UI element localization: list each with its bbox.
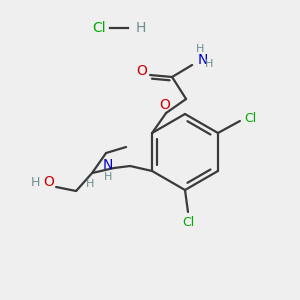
- Text: Cl: Cl: [244, 112, 256, 125]
- Text: H: H: [136, 21, 146, 35]
- Text: N: N: [103, 158, 113, 172]
- Text: H: H: [205, 59, 213, 69]
- Text: N: N: [198, 53, 208, 67]
- Text: Cl: Cl: [182, 217, 194, 230]
- Text: O: O: [137, 64, 148, 78]
- Text: H: H: [196, 44, 205, 54]
- Text: O: O: [160, 98, 170, 112]
- Text: H: H: [104, 172, 112, 182]
- Text: Cl: Cl: [92, 21, 106, 35]
- Text: H: H: [31, 176, 40, 188]
- Text: O: O: [44, 175, 55, 189]
- Text: H: H: [86, 179, 94, 189]
